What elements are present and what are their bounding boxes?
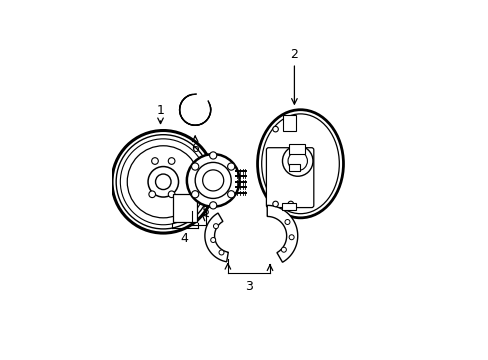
Bar [288, 164, 299, 171]
Circle shape [120, 139, 206, 225]
Circle shape [272, 126, 278, 132]
FancyBboxPatch shape [266, 148, 313, 208]
Circle shape [151, 158, 158, 164]
Circle shape [282, 146, 312, 176]
Circle shape [209, 202, 216, 209]
Circle shape [227, 163, 234, 170]
Text: 3: 3 [244, 280, 252, 293]
Circle shape [209, 152, 216, 159]
Polygon shape [204, 213, 228, 262]
Text: 5: 5 [202, 206, 210, 219]
Circle shape [155, 174, 171, 190]
Bar [173, 194, 196, 222]
Circle shape [168, 191, 175, 198]
Circle shape [213, 224, 218, 229]
Ellipse shape [257, 110, 343, 218]
Circle shape [210, 238, 215, 243]
Circle shape [191, 191, 198, 198]
Circle shape [227, 191, 234, 198]
Bar [282, 203, 296, 210]
Circle shape [272, 201, 278, 207]
Circle shape [285, 220, 289, 225]
Text: 1: 1 [156, 104, 164, 117]
Circle shape [186, 154, 239, 207]
Text: 2: 2 [290, 48, 298, 61]
Circle shape [287, 151, 307, 171]
Bar [283, 115, 295, 131]
Circle shape [202, 170, 224, 191]
Circle shape [148, 167, 178, 197]
Circle shape [168, 158, 175, 164]
Circle shape [191, 163, 198, 170]
Circle shape [281, 247, 286, 252]
Circle shape [127, 146, 199, 218]
Circle shape [195, 162, 231, 198]
Circle shape [116, 135, 210, 229]
Text: 4: 4 [181, 232, 188, 245]
Circle shape [286, 123, 292, 129]
Bar [289, 144, 304, 154]
Text: 6: 6 [191, 142, 199, 155]
Circle shape [219, 250, 224, 255]
Circle shape [112, 131, 214, 233]
Polygon shape [267, 205, 297, 262]
Ellipse shape [261, 114, 339, 214]
Circle shape [287, 201, 293, 207]
Circle shape [148, 191, 155, 198]
Circle shape [288, 235, 293, 240]
